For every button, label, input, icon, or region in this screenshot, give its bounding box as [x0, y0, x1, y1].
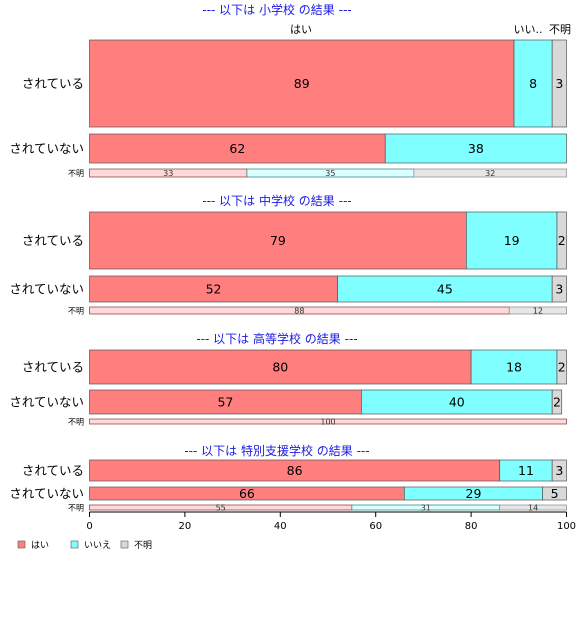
data-label: 31 — [421, 504, 431, 513]
row-label: されていない — [9, 395, 84, 410]
data-label: 18 — [506, 360, 522, 375]
data-label: 14 — [528, 504, 538, 513]
x-tick-label: 100 — [557, 521, 576, 532]
row-label: されていない — [9, 141, 84, 156]
x-tick-label: 20 — [179, 521, 192, 532]
row-label: 不明 — [68, 307, 84, 316]
data-label: 38 — [468, 141, 484, 156]
data-label: 88 — [294, 307, 304, 316]
data-label: 52 — [206, 282, 222, 297]
legend-swatch — [70, 540, 79, 549]
panel-title-0: --- 以下は 小学校 の結果 --- — [202, 2, 351, 17]
bar-segment — [551, 389, 563, 415]
data-label: 29 — [466, 486, 482, 501]
data-label: 3 — [555, 76, 563, 91]
data-label: 5 — [551, 486, 559, 501]
data-label: 12 — [533, 307, 543, 316]
data-label: 89 — [294, 76, 310, 91]
panel-title-2: --- 以下は 高等学校 の結果 --- — [196, 331, 357, 346]
legend-label: 不明 — [134, 540, 152, 551]
x-tick-label: 80 — [465, 521, 478, 532]
column-header-1: いい.. — [514, 23, 543, 36]
data-label: 8 — [529, 76, 537, 91]
row-label: されている — [22, 76, 84, 91]
data-label: 66 — [239, 486, 255, 501]
x-tick-label: 40 — [274, 521, 287, 532]
bar-segment — [337, 275, 553, 303]
panel-title-1: --- 以下は 中学校 の結果 --- — [202, 193, 351, 208]
bar-segment — [499, 504, 567, 511]
data-label: 3 — [555, 282, 563, 297]
bar-segment — [89, 39, 515, 128]
row-label: されていない — [9, 282, 84, 297]
data-label: 45 — [437, 282, 453, 297]
data-label: 40 — [449, 395, 465, 410]
x-tick-label: 0 — [86, 521, 92, 532]
bar-segment — [413, 168, 567, 178]
column-header-2: 不明 — [549, 23, 571, 36]
bar-segment — [361, 389, 553, 415]
data-label: 79 — [270, 233, 286, 248]
data-label: 62 — [229, 141, 245, 156]
bar-segment — [470, 349, 558, 385]
data-label: 11 — [518, 463, 534, 478]
row-label: されていない — [9, 486, 84, 501]
row-label: されている — [22, 463, 84, 478]
data-label: 2 — [558, 360, 566, 375]
bar-segment — [551, 275, 567, 303]
row-label: 不明 — [68, 504, 84, 513]
bar-segment — [465, 211, 558, 270]
panel-title-3: --- 以下は 特別支援学校 の結果 --- — [184, 443, 369, 458]
row-label: されている — [22, 233, 84, 248]
data-label: 80 — [272, 360, 288, 375]
legend-swatch — [17, 540, 26, 549]
bar-segment — [89, 133, 386, 164]
bar-segment — [542, 486, 567, 501]
bar-segment — [508, 306, 567, 315]
data-label: 19 — [504, 233, 520, 248]
bar-segment — [551, 39, 567, 128]
data-label: 57 — [217, 395, 233, 410]
legend-swatch — [120, 540, 129, 549]
bar-segment — [384, 133, 567, 164]
data-label: 86 — [287, 463, 303, 478]
data-label: 100 — [320, 418, 335, 427]
bar-segment — [89, 275, 338, 303]
bar-segment — [89, 389, 362, 415]
bar-segment — [551, 459, 567, 482]
data-label: 3 — [555, 463, 563, 478]
legend-label: はい — [31, 540, 49, 551]
data-label: 2 — [553, 395, 561, 410]
bar-segment — [556, 349, 567, 385]
row-label: 不明 — [68, 418, 84, 427]
data-label: 2 — [558, 233, 566, 248]
bar-segment — [556, 211, 567, 270]
data-label: 55 — [216, 504, 226, 513]
column-header-0: はい — [290, 23, 312, 36]
bar-segment — [89, 349, 472, 385]
data-label: 35 — [325, 169, 335, 178]
bar-segment — [513, 39, 553, 128]
data-label: 33 — [163, 169, 173, 178]
data-label: 32 — [485, 169, 495, 178]
legend-label: いいえ — [84, 540, 111, 551]
x-tick-label: 60 — [369, 521, 382, 532]
row-label: されている — [22, 360, 84, 375]
row-label: 不明 — [68, 169, 84, 178]
bar-segment — [89, 418, 567, 425]
